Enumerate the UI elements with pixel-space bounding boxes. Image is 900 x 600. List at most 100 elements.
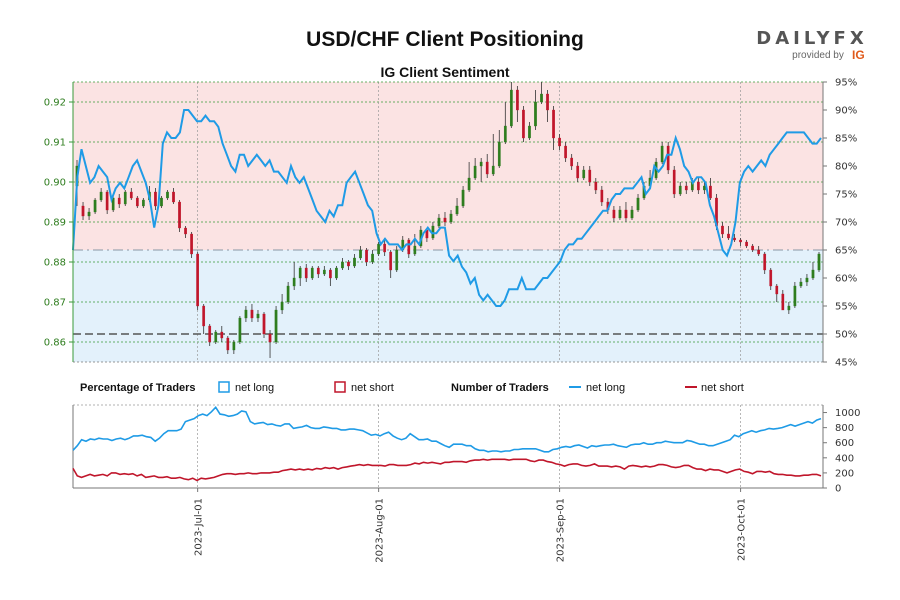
candle <box>570 154 574 170</box>
candle <box>407 238 411 258</box>
candle-body <box>558 137 561 147</box>
candle-body <box>745 241 748 247</box>
candle-body <box>413 245 417 255</box>
candle-body <box>142 199 145 207</box>
candle <box>540 82 543 104</box>
candle <box>154 188 157 210</box>
candle-body <box>280 301 284 311</box>
candle-body <box>516 89 519 111</box>
candle <box>117 194 121 208</box>
candle-body <box>365 249 368 263</box>
price-tick-label: 0.88 <box>44 258 66 269</box>
candle-body <box>775 285 779 295</box>
grid <box>73 81 823 362</box>
candle-body <box>316 267 320 275</box>
candle-body <box>256 313 260 319</box>
chart-subtitle: IG Client Sentiment <box>380 64 509 80</box>
percent-tick-label: 45% <box>835 358 857 369</box>
candle-body <box>528 125 531 139</box>
legend-net-long-box <box>218 381 230 393</box>
candle <box>304 264 308 282</box>
candle <box>666 142 670 174</box>
candle <box>371 250 374 264</box>
candle-body <box>443 217 447 223</box>
candle-body <box>208 325 212 343</box>
candle <box>612 206 616 222</box>
candle <box>395 246 399 272</box>
candle <box>166 190 169 200</box>
candle-body <box>624 209 628 219</box>
candle-body <box>160 197 163 207</box>
candle <box>335 266 338 280</box>
count-tick-label: 400 <box>835 453 854 464</box>
candle <box>672 166 676 198</box>
percent-tick-label: 75% <box>835 190 857 201</box>
candle <box>660 142 664 164</box>
candle <box>142 198 145 208</box>
candle <box>564 142 567 162</box>
candle <box>99 188 103 202</box>
candle-body <box>310 267 314 279</box>
candle-body <box>220 331 224 339</box>
percent-tick-label: 85% <box>835 134 857 145</box>
candle-body <box>298 267 302 279</box>
candle-body <box>274 309 278 343</box>
candle-body <box>154 191 157 207</box>
candle <box>292 262 296 290</box>
candle-body <box>87 211 91 217</box>
candle-body <box>395 249 399 271</box>
candle <box>709 178 712 200</box>
candle-body <box>660 145 664 163</box>
candle <box>232 340 236 354</box>
candle <box>347 260 350 270</box>
candle <box>341 258 344 270</box>
candle-body <box>600 189 604 203</box>
candle-body <box>129 191 133 199</box>
candle <box>81 202 85 220</box>
percent-tick-label: 70% <box>835 218 857 229</box>
candle <box>359 246 362 260</box>
date-tick-label: 2023-Sep-01 <box>556 498 567 562</box>
legend-net-long-pct: net long <box>235 382 274 394</box>
candle-body <box>93 199 97 213</box>
candle-body <box>799 281 803 287</box>
candle-body <box>485 161 489 175</box>
candle <box>817 252 821 272</box>
candle <box>805 274 809 286</box>
bg-net-long-zone <box>73 250 823 362</box>
candle <box>214 330 218 344</box>
candle-body <box>678 185 682 195</box>
candle-body <box>359 249 362 259</box>
candle <box>751 244 754 252</box>
candle <box>202 304 206 334</box>
candle <box>552 106 555 150</box>
candle <box>226 336 230 354</box>
candle-body <box>709 185 712 199</box>
candle <box>123 190 127 206</box>
candle <box>516 86 519 122</box>
count-tick-label: 0 <box>835 484 841 495</box>
candle <box>461 186 465 208</box>
candle-body <box>172 191 175 203</box>
legend-net-short-box <box>334 381 346 393</box>
count-tick-label: 800 <box>835 423 854 434</box>
candle <box>268 330 272 358</box>
candle-body <box>407 239 411 255</box>
candle <box>455 198 459 216</box>
candle-body <box>99 191 103 201</box>
candle-body <box>696 181 700 191</box>
candle <box>467 162 471 192</box>
candle <box>238 316 242 344</box>
candle-body <box>666 145 670 171</box>
candle <box>600 186 604 206</box>
candle-body <box>570 157 574 167</box>
chart-title: USD/CHF Client Positioning <box>306 28 584 51</box>
candle <box>310 266 314 280</box>
candle-body <box>383 243 387 253</box>
candle <box>383 238 387 256</box>
candle-body <box>166 191 169 199</box>
price-tick-label: 0.87 <box>44 298 66 309</box>
candle-body <box>467 177 471 191</box>
net-long-pct-line <box>72 109 822 307</box>
candle-body <box>286 285 290 303</box>
